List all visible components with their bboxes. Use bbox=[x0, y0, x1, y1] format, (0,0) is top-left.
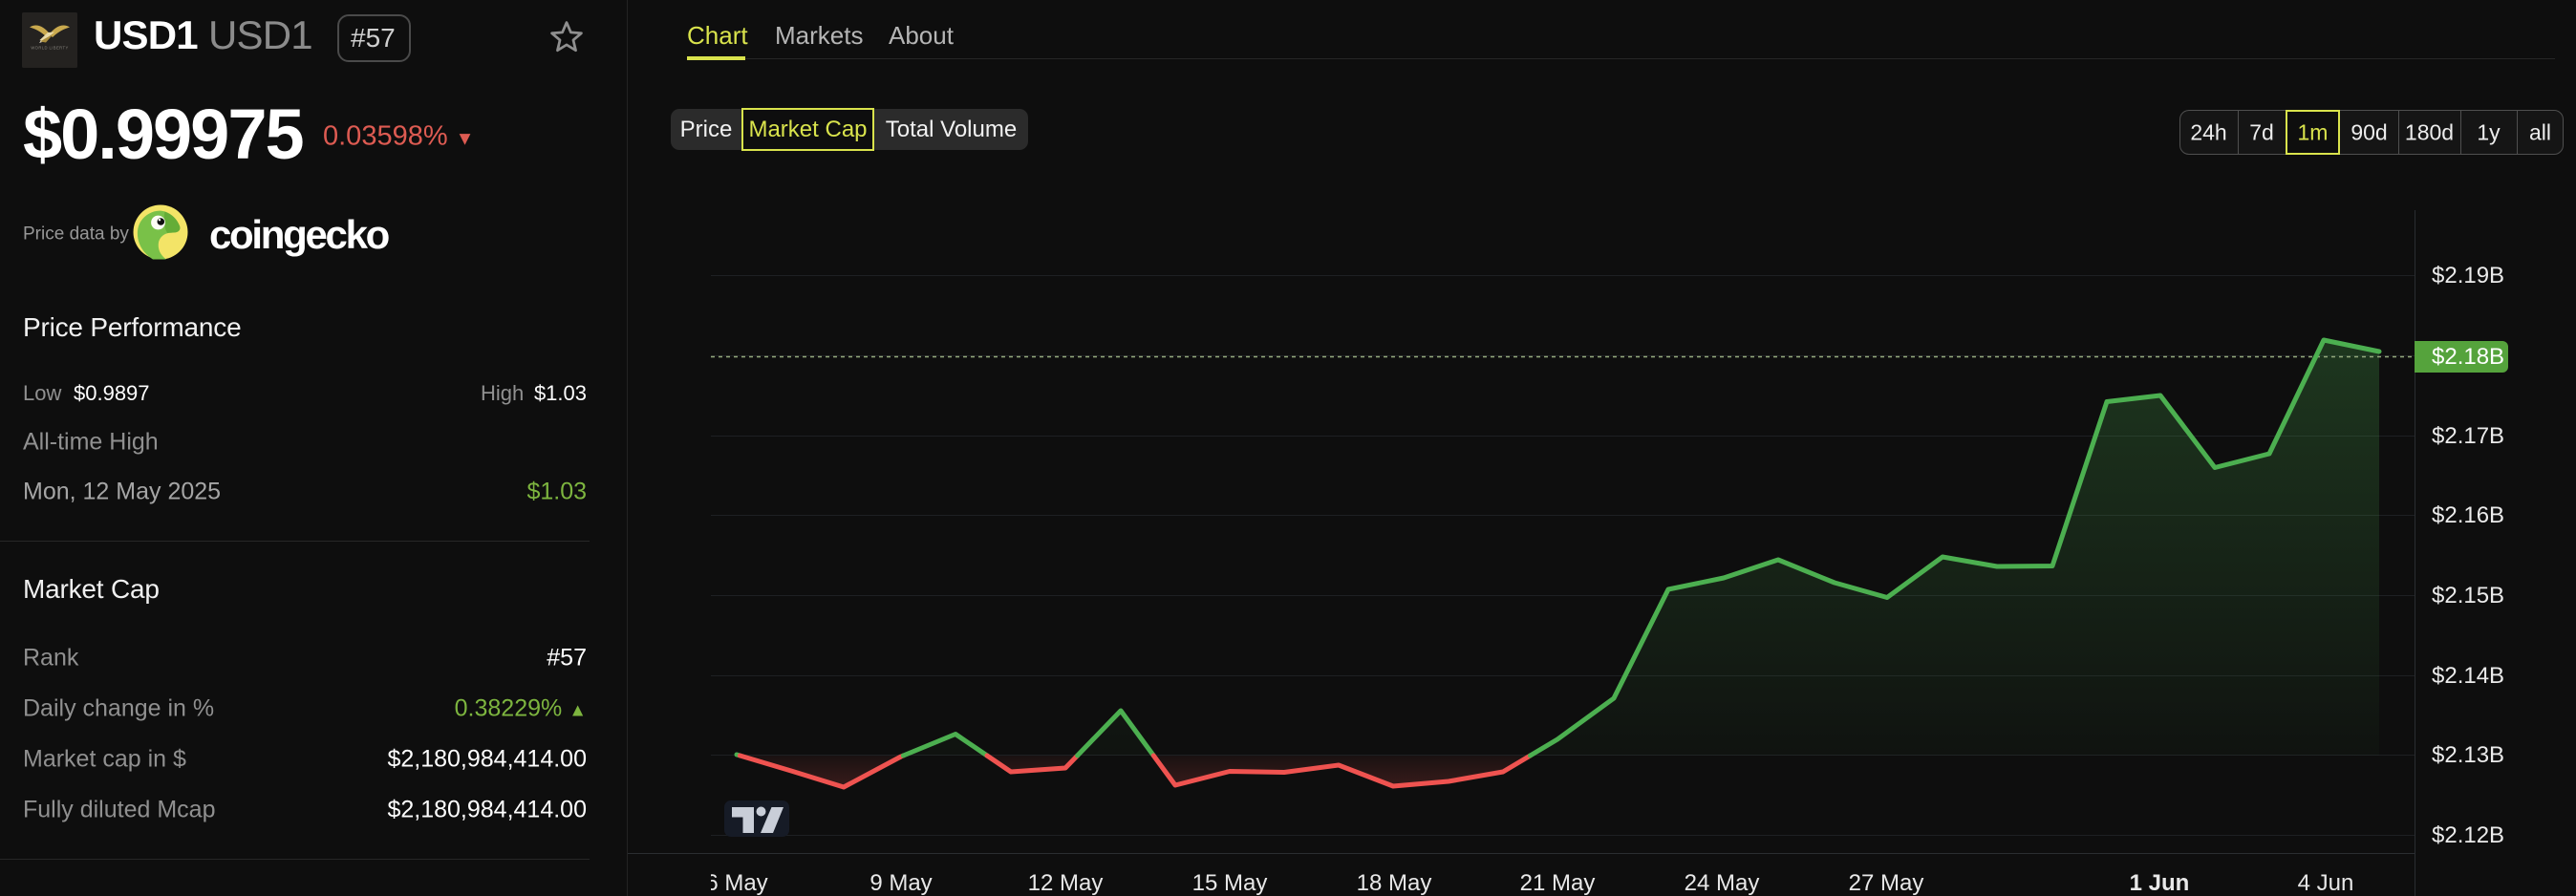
svg-text:WORLD LIBERTY: WORLD LIBERTY bbox=[31, 46, 68, 51]
